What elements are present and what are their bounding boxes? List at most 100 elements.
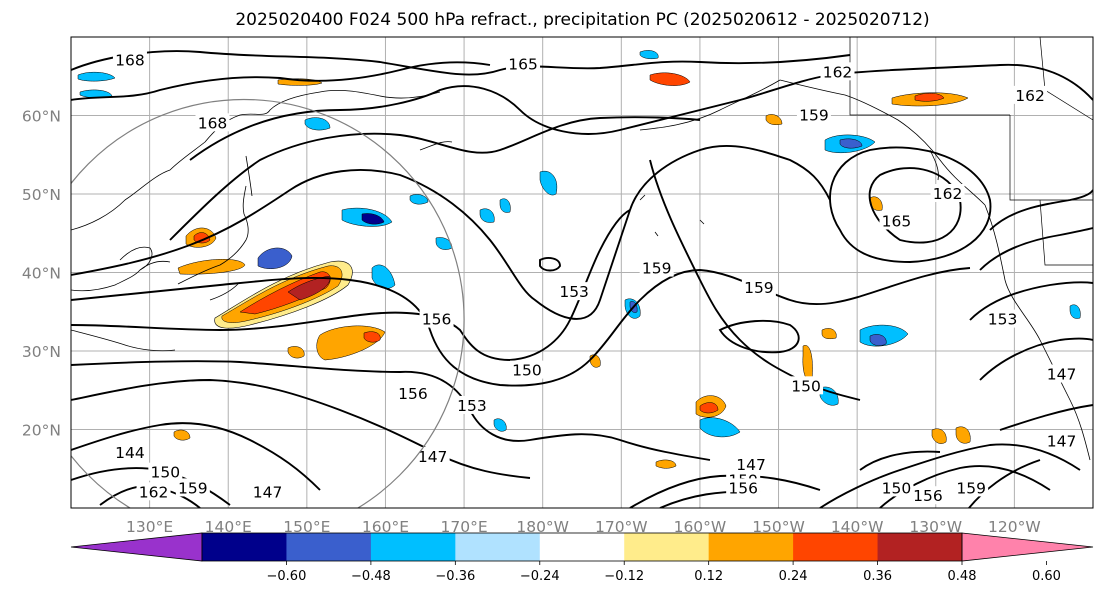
lon-tick-label: 140°W bbox=[831, 518, 884, 536]
lat-tick-label: 60°N bbox=[22, 108, 61, 126]
contour-label: 147 bbox=[736, 456, 766, 474]
lon-tick-label: 180°W bbox=[516, 518, 569, 536]
contour-label: 153 bbox=[559, 283, 589, 301]
precip-blob bbox=[765, 114, 783, 126]
latitude-labels: 20°N 30°N 40°N 50°N 60°N bbox=[22, 108, 61, 440]
precip-blob bbox=[699, 402, 719, 414]
coastline-lines bbox=[71, 79, 1091, 461]
contour-label: 150 bbox=[791, 377, 821, 395]
contour-label-bg bbox=[175, 478, 210, 497]
contour-label: 162 bbox=[823, 63, 853, 81]
precip-blob bbox=[493, 418, 507, 432]
colorbar-segment bbox=[793, 533, 879, 561]
contour-label-bg bbox=[1044, 431, 1079, 450]
precip-blob bbox=[304, 117, 331, 131]
precip-blob bbox=[869, 334, 887, 346]
lon-tick-label: 130°W bbox=[909, 518, 962, 536]
contour-label: 147 bbox=[253, 483, 283, 501]
precip-blob bbox=[479, 208, 495, 223]
contour-label: 147 bbox=[1047, 366, 1077, 384]
contour-label: 156 bbox=[728, 479, 758, 497]
contour-label: 162 bbox=[933, 185, 963, 203]
contour-label-bg bbox=[148, 462, 183, 481]
precip-blob bbox=[409, 194, 429, 205]
lat-tick-label: 20°N bbox=[22, 422, 61, 440]
contour-label-bg bbox=[954, 478, 989, 497]
contour-label: 150 bbox=[882, 479, 912, 497]
precip-blob bbox=[371, 264, 396, 289]
colorbar-tick-label: 0.36 bbox=[863, 569, 892, 584]
contour-label-bg bbox=[509, 360, 544, 379]
contour-label: 168 bbox=[115, 52, 145, 70]
contour-label: 147 bbox=[1047, 432, 1077, 450]
precip-blob bbox=[931, 428, 947, 444]
colorbar-segment bbox=[624, 533, 710, 561]
colorbar-tick-label: 0.12 bbox=[694, 569, 723, 584]
colorbar-segment bbox=[202, 533, 287, 561]
lon-tick-label: 120°W bbox=[988, 518, 1041, 536]
colorbar-tick-label: −0.12 bbox=[604, 569, 644, 584]
contour-label: 153 bbox=[988, 311, 1018, 329]
precip-blob bbox=[839, 138, 863, 149]
precip-blob bbox=[649, 72, 691, 86]
contour-label-bg bbox=[796, 105, 831, 124]
colorbar-tick-label: −0.48 bbox=[351, 569, 391, 584]
precip-blob bbox=[287, 346, 305, 359]
precip-blob bbox=[499, 198, 511, 213]
contour-label-bg bbox=[415, 446, 450, 465]
contour-label-bg bbox=[734, 454, 769, 473]
colorbar-tick-label: 0.48 bbox=[948, 569, 977, 584]
contour-label-bg bbox=[1013, 85, 1048, 104]
colorbar-tick-label: −0.24 bbox=[520, 569, 560, 584]
precip-blob bbox=[363, 331, 381, 343]
contour-label: 159 bbox=[178, 479, 208, 497]
range-circle bbox=[71, 98, 465, 508]
colorbar-extend-low bbox=[70, 532, 203, 562]
contour-label: 156 bbox=[398, 385, 428, 403]
colorbar-extend-high bbox=[961, 532, 1094, 562]
lat-tick-label: 50°N bbox=[22, 186, 61, 204]
lon-tick-label: 170°W bbox=[595, 518, 648, 536]
contour-label-bg bbox=[112, 50, 147, 69]
longitude-labels: 130°E 140°E 150°E 160°E 170°E 180°W 170°W 160°W… bbox=[126, 518, 1041, 536]
precip-blob bbox=[955, 426, 971, 444]
colorbar-segment bbox=[370, 533, 456, 561]
contour-label-bg bbox=[879, 478, 914, 497]
contour-label-bg bbox=[985, 309, 1020, 328]
contour-label: 144 bbox=[115, 444, 145, 462]
contour-label: 159 bbox=[642, 260, 672, 278]
precip-blob bbox=[79, 89, 113, 99]
map-frame bbox=[70, 36, 1094, 509]
colorbar-segment bbox=[539, 533, 625, 561]
contour-label-bg bbox=[726, 478, 761, 497]
precip-blob bbox=[1069, 304, 1081, 319]
contour-label-bg bbox=[557, 282, 592, 301]
precip-blob bbox=[639, 50, 659, 60]
contour-label: 159 bbox=[744, 279, 774, 297]
precip-blob bbox=[77, 71, 116, 82]
contour-label-bg bbox=[112, 443, 147, 462]
precip-blob bbox=[699, 417, 741, 438]
contour-label-bg bbox=[741, 278, 776, 297]
contour-label-bg bbox=[454, 395, 489, 414]
contour-label-bg bbox=[419, 309, 454, 328]
contour-label-bg bbox=[395, 384, 430, 403]
precip-blob bbox=[821, 328, 837, 340]
contour-label-bg bbox=[506, 54, 541, 73]
contour-label: 150 bbox=[512, 362, 542, 380]
lon-tick-label: 130°E bbox=[126, 518, 173, 536]
colorbar-tick-label: 0.60 bbox=[1032, 569, 1061, 584]
contour-label-bg bbox=[789, 376, 824, 395]
contour-label: 168 bbox=[198, 114, 228, 132]
contour-label-bg bbox=[195, 113, 230, 132]
precip-blob bbox=[173, 429, 191, 441]
precip-blob bbox=[361, 213, 385, 225]
lon-tick-label: 160°W bbox=[674, 518, 727, 536]
contour-label: 156 bbox=[913, 487, 943, 505]
colorbar-tick-label: −0.60 bbox=[267, 569, 307, 584]
precip-blob bbox=[914, 93, 945, 102]
colorbar-frame bbox=[201, 532, 963, 562]
lon-tick-label: 160°E bbox=[362, 518, 409, 536]
